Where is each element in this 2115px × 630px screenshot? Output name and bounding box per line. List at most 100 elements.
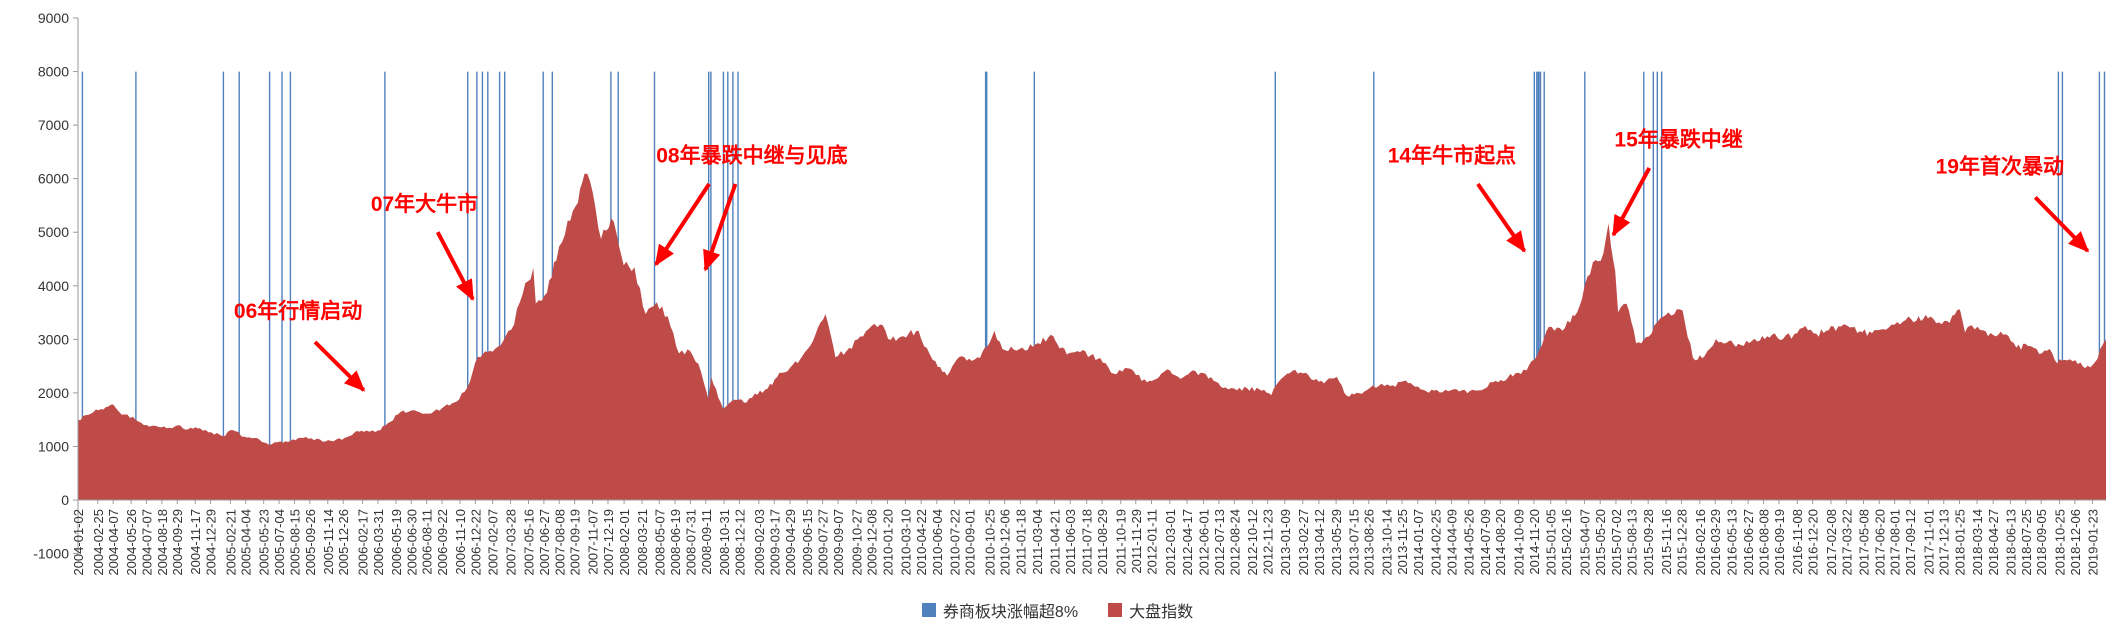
x-tick-label: 2004-07-07 bbox=[139, 509, 154, 576]
x-tick-label: 2017-06-20 bbox=[1872, 509, 1887, 576]
x-tick-label: 2010-01-20 bbox=[880, 509, 895, 576]
x-tick-label: 2011-06-03 bbox=[1063, 509, 1078, 575]
x-tick-label: 2005-08-15 bbox=[287, 509, 302, 576]
x-tick-label: 2010-12-06 bbox=[998, 509, 1013, 575]
x-tick-label: 2010-03-10 bbox=[898, 509, 913, 576]
market-index-area-series bbox=[78, 173, 2106, 500]
x-tick-label: 2008-10-31 bbox=[717, 509, 732, 576]
x-tick-label: 2016-05-13 bbox=[1725, 509, 1740, 576]
x-tick-label: 2004-08-18 bbox=[155, 509, 170, 576]
x-tick-label: 2013-11-25 bbox=[1395, 509, 1410, 575]
x-tick-label: 2018-06-13 bbox=[2003, 509, 2018, 576]
x-tick-label: 2014-08-20 bbox=[1493, 509, 1508, 576]
x-tick-label: 2007-08-08 bbox=[552, 509, 567, 576]
chart-legend: 券商板块涨幅超8% 大盘指数 bbox=[0, 598, 2115, 622]
legend-label-brokerage: 券商板块涨幅超8% bbox=[942, 604, 1079, 621]
x-tick-label: 2015-11-16 bbox=[1659, 509, 1674, 575]
x-tick-label: 2014-04-09 bbox=[1444, 509, 1459, 576]
x-tick-label: 2016-03-29 bbox=[1708, 509, 1723, 576]
x-tick-label: 2004-01-02 bbox=[71, 509, 86, 576]
annotation-arrow-icon bbox=[1476, 182, 1527, 253]
x-tick-label: 2019-01-23 bbox=[2085, 509, 2100, 576]
x-tick-label: 2006-06-30 bbox=[404, 509, 419, 576]
x-tick-label: 2010-07-22 bbox=[947, 509, 962, 576]
x-tick-label: 2008-03-21 bbox=[635, 509, 650, 576]
x-tick-label: 2005-12-26 bbox=[336, 509, 351, 576]
x-tick-label: 2017-02-08 bbox=[1824, 509, 1839, 576]
annotations: 06年行情启动 07年大牛市 08年暴跌中继与见底 14年牛市起点 15年暴跌中继 19年… bbox=[234, 128, 2090, 392]
x-tick-label: 2009-10-27 bbox=[849, 509, 864, 576]
annotation-arrow-icon bbox=[435, 231, 475, 301]
x-tick-label: 2007-09-19 bbox=[568, 509, 583, 576]
x-tick-label: 2009-12-08 bbox=[865, 509, 880, 576]
annotation-label: 06年行情启动 bbox=[234, 299, 362, 323]
legend-item-market-index: 大盘指数 bbox=[1108, 598, 1193, 622]
x-tick-label: 2012-07-13 bbox=[1212, 509, 1227, 576]
x-tick-label: 2006-08-11 bbox=[420, 509, 435, 575]
x-tick-label: 2012-10-12 bbox=[1245, 509, 1260, 576]
y-tick-label: 1000 bbox=[38, 438, 69, 454]
annotation-label: 15年暴跌中继 bbox=[1614, 128, 1742, 152]
x-tick-label: 2016-02-16 bbox=[1693, 509, 1708, 576]
y-tick-label: 3000 bbox=[38, 331, 69, 347]
annotation-label: 19年首次暴动 bbox=[1936, 154, 2064, 178]
x-tick-label: 2008-06-19 bbox=[668, 509, 683, 576]
x-tick-label: 2015-09-28 bbox=[1641, 509, 1656, 576]
x-tick-label: 2018-03-14 bbox=[1970, 509, 1985, 576]
x-tick-label: 2006-12-22 bbox=[468, 509, 483, 576]
annotation-arrow-icon bbox=[1611, 167, 1652, 237]
x-tick-label: 2007-05-16 bbox=[522, 509, 537, 576]
x-tick-label: 2011-10-19 bbox=[1114, 509, 1129, 575]
x-tick-label: 2006-09-22 bbox=[435, 509, 450, 576]
x-tick-label: 2013-05-29 bbox=[1329, 509, 1344, 576]
x-tick-label: 2005-11-14 bbox=[321, 509, 336, 575]
x-tick-label: 2013-02-27 bbox=[1296, 509, 1311, 576]
x-tick-label: 2015-05-20 bbox=[1593, 509, 1608, 576]
x-tick-label: 2008-12-12 bbox=[732, 509, 747, 576]
x-tick-label: 2008-07-31 bbox=[683, 509, 698, 576]
x-tick-label: 2015-07-02 bbox=[1609, 509, 1624, 576]
x-tick-label: 2005-05-23 bbox=[257, 509, 272, 576]
x-tick-label: 2010-10-25 bbox=[982, 509, 997, 575]
x-tick-label: 2007-11-07 bbox=[586, 509, 601, 575]
x-tick-label: 2005-09-26 bbox=[303, 509, 318, 576]
x-tick-label: 2017-12-13 bbox=[1937, 509, 1952, 576]
x-tick-label: 2018-04-27 bbox=[1986, 509, 2001, 576]
x-tick-label: 2009-03-17 bbox=[767, 509, 782, 576]
x-tick-label: 2018-10-25 bbox=[2052, 509, 2067, 576]
y-tick-label: 2000 bbox=[38, 385, 69, 401]
x-tick-label: 2004-04-07 bbox=[106, 509, 121, 576]
legend-label-market-index: 大盘指数 bbox=[1129, 604, 1194, 621]
annotation-label: 07年大牛市 bbox=[371, 192, 478, 216]
legend-swatch-brokerage-icon bbox=[921, 603, 936, 617]
x-tick-label: 2012-03-01 bbox=[1163, 509, 1178, 576]
y-tick-label: 8000 bbox=[38, 64, 69, 80]
x-tick-label: 2015-02-16 bbox=[1559, 509, 1574, 576]
x-tick-label: 2013-07-15 bbox=[1346, 509, 1361, 576]
x-tick-label: 2007-12-19 bbox=[601, 509, 616, 576]
x-tick-label: 2015-01-05 bbox=[1544, 509, 1559, 576]
x-tick-label: 2011-03-04 bbox=[1030, 509, 1045, 575]
x-tick-label: 2018-01-25 bbox=[1952, 509, 1967, 576]
x-tick-label: 2014-11-20 bbox=[1527, 509, 1542, 575]
x-tick-label: 2006-02-17 bbox=[356, 509, 371, 576]
x-tick-label: 2004-11-17 bbox=[188, 509, 203, 575]
x-tick-label: 2007-06-27 bbox=[537, 509, 552, 576]
x-tick-label: 2013-08-26 bbox=[1362, 509, 1377, 576]
x-tick-label: 2015-04-07 bbox=[1577, 509, 1592, 576]
x-tick-label: 2006-05-19 bbox=[389, 509, 404, 576]
x-tick-label: 2014-10-09 bbox=[1512, 509, 1527, 576]
x-tick-label: 2014-07-09 bbox=[1478, 509, 1493, 576]
x-tick-label: 2004-05-26 bbox=[124, 509, 139, 576]
x-tick-label: 2014-05-26 bbox=[1462, 509, 1477, 576]
x-tick-label: 2006-03-31 bbox=[371, 509, 386, 576]
x-tick-label: 2009-09-07 bbox=[831, 509, 846, 576]
x-tick-label: 2018-09-05 bbox=[2034, 509, 2049, 576]
x-tick-label: 2011-01-18 bbox=[1013, 509, 1028, 575]
annotation-arrow-icon bbox=[654, 182, 711, 267]
x-tick-label: 2010-04-22 bbox=[914, 509, 929, 576]
x-tick-label: 2012-04-17 bbox=[1180, 509, 1195, 576]
x-tick-label: 2017-08-01 bbox=[1888, 509, 1903, 576]
